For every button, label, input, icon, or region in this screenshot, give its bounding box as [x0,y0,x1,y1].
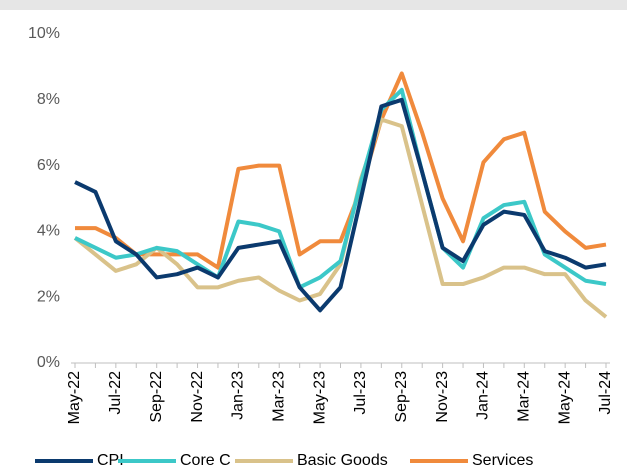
x-tick-label: Sep-23 [393,371,410,423]
x-tick-label: Jan-24 [475,371,492,420]
series-line [73,117,608,319]
x-tick-label: Nov-23 [434,371,451,423]
x-tick-label: May-22 [66,371,83,424]
y-tick-label: 8% [37,91,60,108]
y-tick-label: 6% [37,157,60,174]
x-tick-label: Jul-23 [352,371,369,415]
y-tick-label: 2% [37,288,60,305]
legend-label: Services [472,452,533,469]
legend: CPI Core C Basic Goods Services [35,452,533,469]
top-band [0,0,627,10]
x-tick-label: Jul-22 [107,371,124,415]
legend-label: CPI [97,452,124,469]
y-tick-label: 0% [37,354,60,371]
x-tick-label: Mar-24 [516,371,533,422]
x-tick-label: May-24 [556,371,573,424]
series-line [74,97,607,313]
x-tick-label: May-23 [311,371,328,424]
series-line [75,71,607,270]
x-tick-label: Jan-23 [230,371,247,420]
series-line [74,87,607,290]
x-tick-label: Sep-22 [148,371,165,423]
x-tick-label: Nov-22 [189,371,206,423]
y-tick-label: 10% [28,25,60,42]
legend-label: Core C [180,452,231,469]
y-tick-label: 4% [37,223,60,240]
legend-label: Basic Goods [297,452,388,469]
x-tick-label: Jul-24 [597,371,614,415]
x-tick-label: Mar-23 [270,371,287,422]
